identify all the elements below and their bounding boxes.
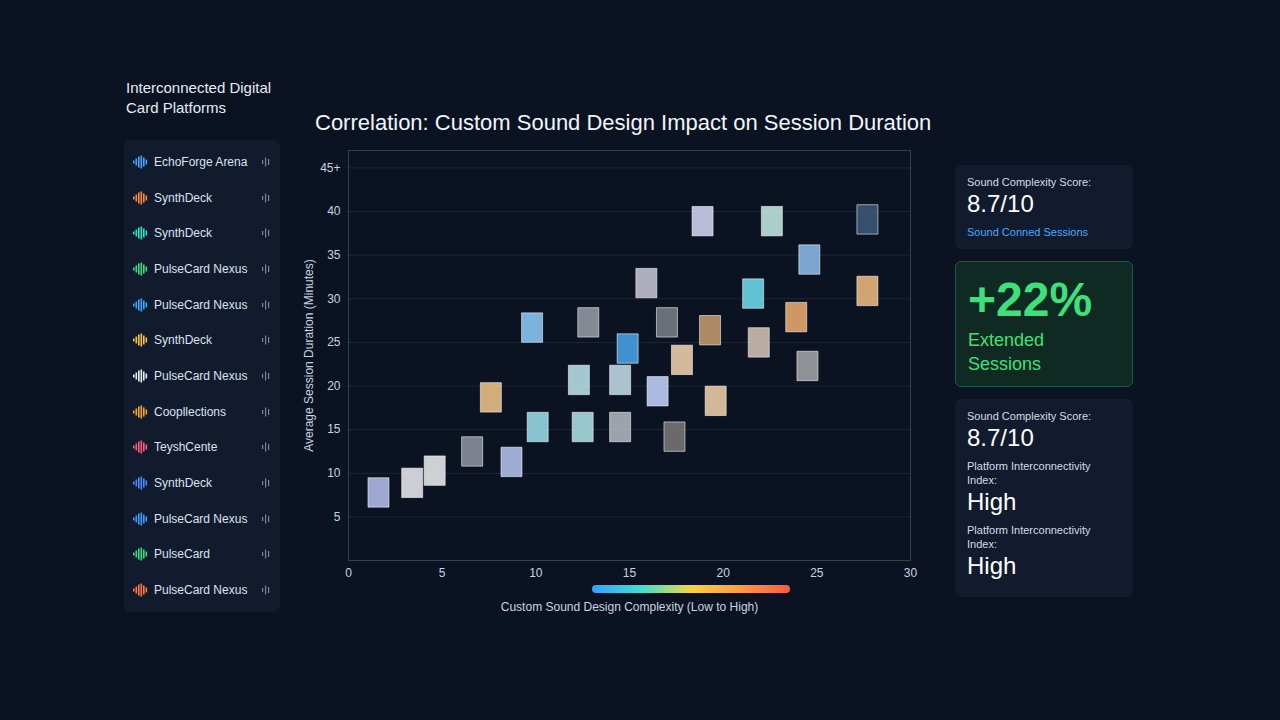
html-text:PulseCard Nexus: PulseCard Nexus (154, 297, 248, 312)
html-text:PulseCard Nexus: PulseCard Nexus (154, 261, 248, 276)
svg-text:15: 15 (623, 566, 637, 580)
svg-text:Average Session Duration (Minu: Average Session Duration (Minutes) (302, 259, 316, 452)
html-text:SynthDeck: SynthDeck (154, 226, 212, 241)
svg-text:20: 20 (327, 379, 341, 393)
html-text:8.7/10: 8.7/10 (967, 424, 1034, 451)
html-text:Platform Interconnectivity Ind: Platform Interconnectivity Index: (967, 460, 1091, 486)
html-text:Sound Conned Sessions: Sound Conned Sessions (967, 226, 1089, 238)
html-text:SynthDeck: SynthDeck (154, 190, 212, 205)
svg-text:25: 25 (810, 566, 824, 580)
html-text:EchoForge Arena: EchoForge Arena (154, 154, 248, 169)
html-text:Extended Sessions: Extended Sessions (968, 330, 1045, 374)
svg-text:25: 25 (327, 335, 341, 349)
html-text:+22%: +22% (968, 273, 1093, 326)
html-text:Platform Interconnectivity Ind: Platform Interconnectivity Index: (967, 524, 1091, 550)
svg-text:Custom Sound Design Complexity: Custom Sound Design Complexity (Low to H… (501, 600, 758, 614)
svg-text:10: 10 (529, 566, 543, 580)
svg-text:45+: 45+ (320, 161, 340, 175)
html-text:PulseCard Nexus: PulseCard Nexus (154, 369, 248, 383)
svg-text:0: 0 (345, 566, 352, 580)
svg-text:30: 30 (904, 566, 918, 580)
html-text:PulseCard Nexus: PulseCard Nexus (154, 583, 248, 598)
svg-text:35: 35 (327, 248, 341, 262)
html-text:Correlation: Custom Sound Desi: Correlation: Custom Sound Design Impact … (315, 110, 932, 135)
svg-text:20: 20 (716, 566, 730, 580)
html-text:Sound Complexity Score:: Sound Complexity Score: (967, 410, 1092, 422)
html-text:High: High (967, 552, 1017, 579)
html-text:PulseCard: PulseCard (154, 547, 210, 562)
svg-text:15: 15 (327, 422, 341, 436)
html-text:SynthDeck: SynthDeck (154, 476, 212, 490)
html-text:Interconnected Digital Card Pl: Interconnected Digital Card Platforms (126, 79, 272, 116)
svg-text:10: 10 (327, 466, 341, 480)
html-text:High: High (967, 488, 1017, 515)
html-text:8.7/10: 8.7/10 (967, 190, 1034, 217)
html-text:TeyshCente: TeyshCente (154, 440, 218, 455)
svg-text:5: 5 (334, 510, 341, 524)
html-text:SynthDeck: SynthDeck (154, 333, 212, 348)
svg-text:40: 40 (327, 204, 341, 218)
svg-text:30: 30 (327, 292, 341, 306)
html-text:Coopllections: Coopllections (154, 404, 226, 419)
html-text:PulseCard Nexus: PulseCard Nexus (154, 511, 248, 526)
html-text:Sound Complexity Score:: Sound Complexity Score: (967, 176, 1092, 188)
svg-text:5: 5 (439, 566, 446, 580)
